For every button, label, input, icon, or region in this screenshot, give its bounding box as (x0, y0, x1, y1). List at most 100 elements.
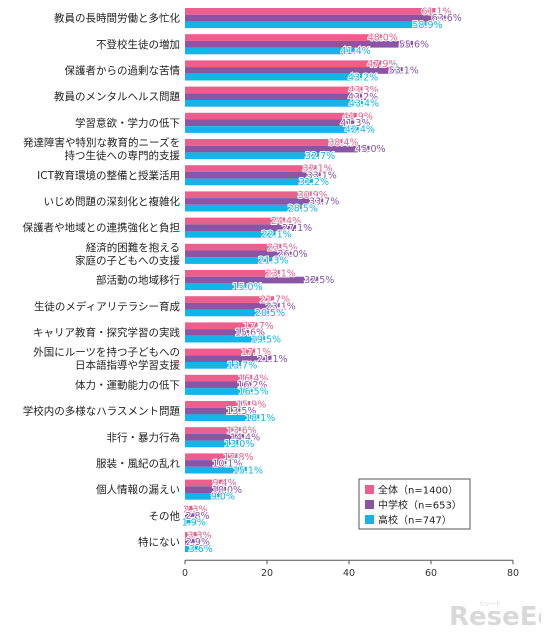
bar (185, 152, 320, 160)
value-label: 22.1% (262, 230, 292, 241)
bar (185, 381, 252, 389)
value-label: 21.3% (258, 256, 288, 267)
value-label: 47.9% (367, 59, 397, 70)
bar (185, 270, 280, 277)
category-label: 非行・暴力行為 (107, 431, 181, 444)
bar (185, 257, 273, 264)
value-label: 32.7% (305, 151, 335, 162)
category-label: 特にない (138, 537, 180, 549)
bar (185, 198, 324, 205)
category-label: 不登校生徒の増加 (96, 38, 180, 51)
bar (185, 322, 258, 330)
category-label: 経済的困難を抱える家庭の子どもへの支援 (75, 241, 180, 267)
bar (185, 165, 317, 172)
category-label: 部活動の地域移行 (96, 274, 180, 287)
bar (185, 362, 242, 369)
category-label: ICT教育環境の整備と授業活用 (37, 169, 180, 182)
legend-label: 全体（n=1400） (378, 484, 458, 497)
value-label: 14.4% (230, 432, 260, 443)
bar (185, 93, 363, 100)
value-labels: 61.1%63.6%58.9% 48.0%55.6% 41.4% 47.9%53.1%… (181, 6, 463, 556)
bar (185, 67, 403, 74)
value-label: 24.4% (271, 216, 301, 227)
x-tick-label: 0 (182, 568, 188, 579)
bar (185, 243, 282, 251)
bar (185, 407, 241, 415)
bar (185, 505, 195, 513)
bar (185, 374, 253, 382)
x-tick-label: 60 (425, 568, 437, 579)
bar (185, 466, 247, 474)
x-tick-label: 40 (343, 568, 355, 579)
bar (185, 401, 251, 408)
bar (185, 178, 313, 186)
category-label: 学習意欲・学力の低下 (75, 116, 180, 129)
bar (185, 545, 200, 553)
bar (185, 433, 245, 441)
value-label: 21.1% (257, 354, 287, 365)
legend-label: 高校（n=747） (378, 514, 452, 527)
value-label: 15.6% (235, 328, 265, 339)
svg-text:リシード: リシード (479, 602, 501, 608)
value-label: 13.0% (224, 439, 254, 450)
bar (185, 21, 427, 29)
reseed-logo: ReseEd リシード (449, 602, 541, 629)
bar (185, 427, 241, 434)
bar (185, 126, 359, 133)
svg-text:ReseEd: ReseEd (449, 602, 541, 629)
bar (185, 204, 302, 212)
bar (185, 40, 413, 48)
category-label: キャリア教育・探究学習の実践 (33, 326, 180, 339)
value-label: 38.4% (328, 138, 358, 149)
category-label: 発達障害や特別な教育的ニーズを持つ生徒への専門的支援 (23, 136, 180, 162)
bar (185, 145, 370, 153)
bar (185, 512, 197, 520)
value-label: 2.3% (183, 504, 207, 515)
bar (185, 538, 197, 546)
x-tick-label: 80 (507, 568, 519, 579)
value-label: 9.4% (212, 478, 236, 489)
value-label: 10.0% (212, 485, 242, 496)
value-label: 43.2% (348, 72, 378, 83)
value-label: 55.6% (399, 39, 429, 50)
bar (185, 296, 274, 303)
value-label: 1.9% (182, 518, 206, 529)
bar (185, 532, 199, 539)
bar (185, 453, 238, 461)
value-label: 23.5% (267, 242, 297, 253)
category-label: 体力・運動能力の低下 (75, 378, 180, 391)
value-label: 17.1% (241, 347, 271, 358)
value-label: 45.0% (355, 144, 385, 155)
value-label: 48.0% (368, 33, 398, 44)
bars-layer (185, 8, 446, 553)
bar (185, 479, 224, 487)
value-label: 63.6% (432, 13, 462, 24)
legend: 全体（n=1400） 中学校（n=653） 高校（n=747） (358, 478, 471, 530)
value-label: 15.9% (236, 400, 266, 411)
value-label: 33.7% (309, 197, 339, 208)
value-label: 33.1% (307, 170, 337, 181)
bar (185, 388, 253, 395)
category-label: 教員の長時間労働と多忙化 (54, 12, 180, 25)
value-label: 43.3% (348, 85, 378, 96)
category-label: 服装・風紀の乱れ (96, 457, 180, 470)
value-label: 17.7% (243, 321, 273, 332)
legend-swatch (365, 485, 374, 494)
bar (185, 73, 363, 81)
bar (185, 460, 227, 467)
bar (185, 47, 355, 55)
bar (185, 493, 222, 500)
value-label: 32.1% (303, 164, 333, 175)
bar (185, 231, 276, 238)
bar (185, 276, 319, 284)
bar (185, 119, 355, 127)
bar (185, 309, 270, 317)
bar (185, 100, 363, 107)
bar (185, 14, 446, 22)
value-label: 19.5% (251, 334, 281, 345)
value-label: 30.9% (298, 190, 328, 201)
category-label: 生徒のメディアリテラシー育成 (34, 300, 181, 313)
value-label: 61.1% (421, 7, 451, 18)
value-label: 23.1% (266, 301, 296, 312)
value-label: 13.7% (227, 361, 257, 372)
